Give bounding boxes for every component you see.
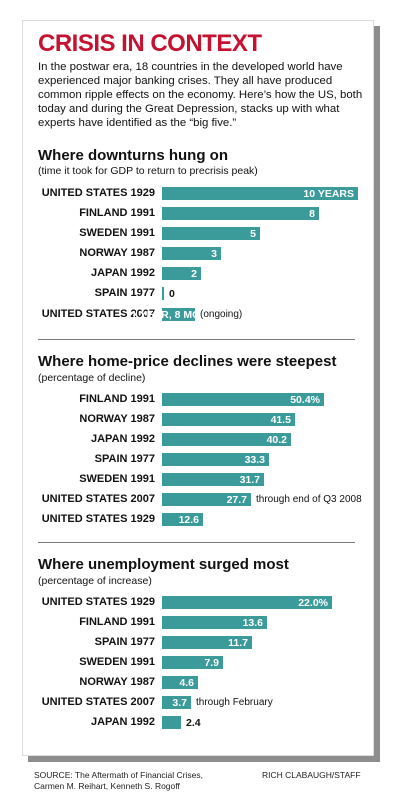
category-label: FINLAND 1991 (79, 393, 155, 405)
category-label: SWEDEN 1991 (79, 227, 155, 239)
data-label: 11.7 (228, 637, 248, 649)
bar (162, 413, 295, 426)
bar (162, 267, 201, 280)
chart-title: Where home-price declines were steepest (38, 353, 337, 370)
bar (162, 393, 324, 406)
category-label: SPAIN 1977 (94, 453, 155, 465)
bar (162, 676, 198, 689)
bar (162, 453, 269, 466)
category-label: UNITED STATES 1929 (41, 513, 155, 525)
bar (162, 616, 267, 629)
data-label: 0 (169, 288, 175, 300)
data-label: 22.0% (298, 597, 328, 609)
category-label: UNITED STATES 1929 (41, 596, 155, 608)
chart-subtitle: (percentage of increase) (38, 575, 152, 587)
category-label: UNITED STATES 2007 (41, 696, 155, 708)
page-title: CRISIS IN CONTEXT (38, 30, 262, 57)
data-label: 10 YEARS (303, 188, 354, 200)
category-label: SWEDEN 1991 (79, 473, 155, 485)
bar (162, 207, 319, 220)
chart-title: Where unemployment surged most (38, 556, 289, 573)
annotation: through end of Q3 2008 (256, 494, 362, 505)
section-divider (38, 542, 355, 543)
data-label: 27.7 (226, 494, 247, 506)
data-label: 41.5 (270, 414, 291, 426)
infographic-card (22, 20, 374, 756)
data-label: 2 (191, 268, 197, 280)
category-label: SPAIN 1977 (94, 287, 155, 299)
category-label: NORWAY 1987 (79, 247, 155, 259)
data-label: 5 (250, 228, 256, 240)
annotation: (ongoing) (200, 309, 243, 320)
bar (162, 473, 264, 486)
data-label: 7.9 (204, 657, 219, 669)
category-label: UNITED STATES 2007 (41, 493, 155, 505)
credit-note: RICH CLABAUGH/STAFF (262, 770, 361, 780)
data-label: 2.4 (186, 717, 201, 729)
bar (162, 287, 164, 300)
bar (162, 696, 191, 709)
data-label: 40.2 (266, 434, 287, 446)
chart-subtitle: (percentage of decline) (38, 372, 146, 384)
data-label: 13.6 (242, 617, 263, 629)
data-label: 4.6 (179, 677, 194, 689)
bar (162, 716, 181, 729)
category-label: UNITED STATES 2007 (41, 308, 155, 320)
bar (162, 187, 358, 200)
category-label: JAPAN 1992 (91, 716, 155, 728)
data-label: 50.4% (290, 394, 320, 406)
data-label: 31.7 (239, 474, 260, 486)
data-label: 8 (309, 208, 315, 220)
category-label: JAPAN 1992 (91, 433, 155, 445)
category-label: NORWAY 1987 (79, 676, 155, 688)
bar (162, 308, 195, 321)
bar (162, 493, 251, 506)
category-label: FINLAND 1991 (79, 616, 155, 628)
data-label: 1 YEAR, 8 MONTHS (131, 309, 229, 321)
data-label: 12.6 (178, 514, 199, 526)
data-label: 3 (211, 248, 217, 260)
authors-line: Carmen M. Reihart, Kenneth S. Rogoff (34, 781, 180, 791)
data-label: 33.3 (244, 454, 265, 466)
source-line: SOURCE: The Aftermath of Financial Crise… (34, 770, 203, 780)
category-label: NORWAY 1987 (79, 413, 155, 425)
section-divider (38, 339, 355, 340)
bar (162, 227, 260, 240)
chart-subtitle: (time it took for GDP to return to precr… (38, 165, 258, 177)
bar (162, 656, 223, 669)
bar (162, 596, 332, 609)
annotation: through February (196, 697, 273, 708)
category-label: UNITED STATES 1929 (41, 187, 155, 199)
category-label: FINLAND 1991 (79, 207, 155, 219)
category-label: SWEDEN 1991 (79, 656, 155, 668)
category-label: JAPAN 1992 (91, 267, 155, 279)
bar (162, 636, 252, 649)
bar (162, 433, 291, 446)
category-label: SPAIN 1977 (94, 636, 155, 648)
data-label: 3.7 (172, 697, 187, 709)
intro-text: In the postwar era, 18 countries in the … (38, 61, 363, 129)
bar (162, 247, 221, 260)
source-note: SOURCE: The Aftermath of Financial Crise… (34, 770, 203, 792)
bar (162, 513, 203, 526)
chart-title: Where downturns hung on (38, 147, 228, 164)
